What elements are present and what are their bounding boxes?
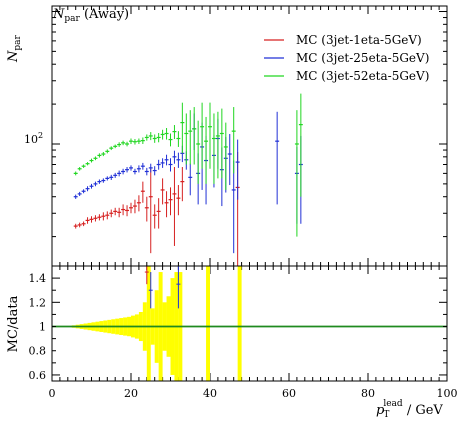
series-1 [73,152,240,266]
y-tick-label: 1.2 [29,296,47,309]
legend-label: MC (3jet-25eta-5GeV) [296,51,429,65]
y-tick-label: 0.8 [29,345,47,358]
y-tick-label-100: 102 [24,131,43,146]
uncertainty-band [146,266,151,381]
chart-title: Npar (Away) [52,7,129,24]
x-tick-label: 0 [49,387,56,400]
legend-label: MC (3jet-52eta-5GeV) [296,69,429,83]
x-axis-label: pTlead / GeV [376,399,443,420]
ratio-y-axis-label: MC/data [6,295,21,352]
x-tick-label: 20 [124,387,138,400]
main-panel: MC (3jet-1eta-5GeV) MC (3jet-25eta-5GeV) M… [51,5,448,267]
y-tick-label: 1.4 [29,272,47,285]
uncertainty-band [206,266,210,381]
series-3 [73,93,303,237]
ratio-panel: 0 20 40 60 80 100 0.6 0.8 1 1.2 1.4 [29,265,458,400]
ratio-plot-frame-top [51,265,448,382]
x-tick-label: 60 [282,387,296,400]
y-tick-label: 1 [39,321,46,334]
x-tick-label: 80 [361,387,375,400]
legend-label: MC (3jet-1eta-5GeV) [296,33,422,47]
uncertainty-band [237,266,242,381]
x-tick-label: 40 [203,387,217,400]
x-tick-label: 100 [437,387,458,400]
y-axis-label: Npar [6,34,23,63]
y-tick-label: 0.6 [29,369,47,382]
